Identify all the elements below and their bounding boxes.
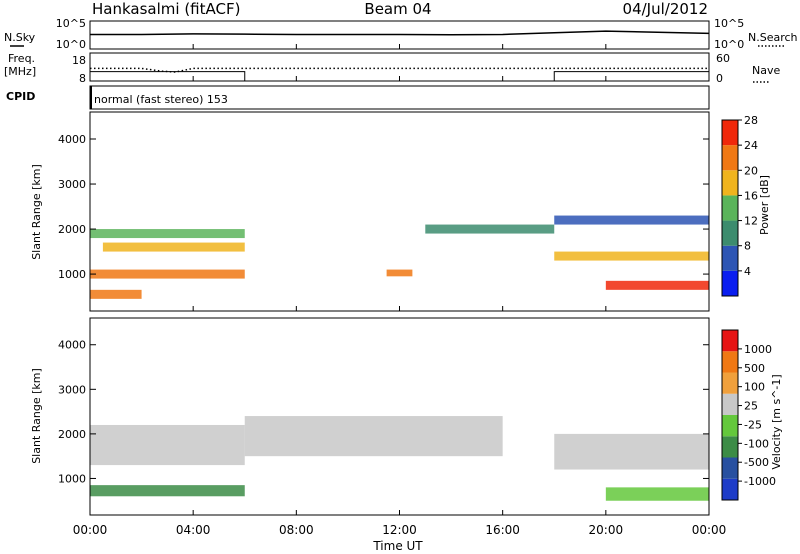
noise-tick-left-bottom: 10^0 bbox=[56, 38, 86, 51]
nave-label: Nave bbox=[752, 64, 780, 77]
velocity-region-0 bbox=[90, 485, 245, 497]
velocity-ylabel: Slant Range [km] bbox=[30, 368, 43, 464]
power-ytick-label-1: 2000 bbox=[58, 223, 86, 236]
noise-panel: N.Sky 10^5 10^0 10^5 10^0 N.Search bbox=[4, 17, 798, 51]
velocity-colorbar-segment-2 bbox=[722, 436, 738, 458]
velocity-colorbar-tick-label-2: 100 bbox=[744, 381, 765, 394]
power-colorbar-segment-1 bbox=[722, 245, 738, 271]
power-region-2 bbox=[102, 242, 245, 252]
cpid-label: CPID bbox=[6, 90, 35, 103]
velocity-colorbar-tick-label-3: 25 bbox=[744, 400, 758, 413]
frequency-panel: Freq. [MHz] 18 8 60 0 Nave bbox=[4, 52, 780, 85]
freq-label: Freq. bbox=[8, 52, 35, 65]
station-title: Hankasalmi (fitACF) bbox=[92, 0, 240, 18]
x-tick-label-1: 04:00 bbox=[176, 523, 211, 537]
velocity-colorbar-tick-label-4: -25 bbox=[744, 418, 762, 431]
freq-line bbox=[90, 67, 709, 73]
velocity-colorbar-frame bbox=[721, 329, 739, 501]
x-tick-label-0: 00:00 bbox=[73, 523, 108, 537]
nsearch-label: N.Search bbox=[748, 31, 798, 44]
velocity-region-3 bbox=[605, 487, 709, 501]
x-tick-label-4: 16:00 bbox=[485, 523, 520, 537]
velocity-colorbar-tick-label-5: -100 bbox=[744, 437, 769, 450]
power-colorbar-label: Power [dB] bbox=[758, 175, 771, 235]
power-colorbar-tick-label-1: 8 bbox=[744, 240, 751, 253]
power-colorbar-frame bbox=[721, 119, 739, 297]
power-colorbar-segment-6 bbox=[722, 120, 738, 146]
freq-tick-left-top: 18 bbox=[72, 54, 86, 67]
velocity-colorbar-segment-7 bbox=[722, 330, 738, 352]
time-x-axis: 00:00 04:00 08:00 12:00 16:00 20:00 00:00 bbox=[73, 44, 727, 537]
velocity-colorbar-segment-1 bbox=[722, 457, 738, 479]
velocity-colorbar-label: Velocity [m s^-1] bbox=[770, 374, 783, 469]
power-colorbar-tick-label-6: 28 bbox=[744, 114, 758, 127]
power-region-3 bbox=[90, 229, 245, 239]
power-y-axis: 1000 2000 3000 4000 bbox=[58, 133, 709, 281]
velocity-colorbar-segment-6 bbox=[722, 351, 738, 373]
power-region-1 bbox=[90, 289, 142, 299]
date-title: 04/Jul/2012 bbox=[623, 0, 708, 18]
velocity-colorbar-tick-label-1: 500 bbox=[744, 362, 765, 375]
power-region-7 bbox=[425, 224, 555, 234]
velocity-region-2 bbox=[554, 433, 709, 470]
power-panel: 1000 2000 3000 4000 Slant Range [km] 4 8 12 16… bbox=[30, 111, 771, 312]
noise-tick-right-bottom: 10^0 bbox=[714, 38, 744, 51]
nsky-label: N.Sky bbox=[4, 31, 36, 44]
noise-tick-right-top: 10^5 bbox=[714, 17, 744, 30]
velocity-ytick-label-1: 2000 bbox=[58, 428, 86, 441]
velocity-colorbar-tick-label-7: -1000 bbox=[744, 475, 776, 488]
velocity-ytick-label-0: 1000 bbox=[58, 472, 86, 485]
power-region-8 bbox=[386, 269, 413, 277]
power-colorbar-tick-label-4: 20 bbox=[744, 164, 758, 177]
power-colorbar-segment-3 bbox=[722, 195, 738, 221]
velocity-colorbar: 1000 500 100 25 -25 -100 -500 -1000 bbox=[721, 329, 776, 501]
power-region-0 bbox=[90, 269, 245, 279]
x-tick-label-3: 12:00 bbox=[382, 523, 417, 537]
power-colorbar-tick-label-3: 16 bbox=[744, 189, 758, 202]
freq-tick-right-top: 60 bbox=[716, 52, 730, 65]
noise-tick-left-top: 10^5 bbox=[56, 17, 86, 30]
power-colorbar-segment-2 bbox=[722, 220, 738, 246]
mode-text: normal (fast stereo) 153 bbox=[94, 93, 228, 106]
power-colorbar-segment-5 bbox=[722, 145, 738, 171]
cpid-panel: CPID normal (fast stereo) 153 bbox=[6, 85, 710, 110]
velocity-colorbar-segment-3 bbox=[722, 415, 738, 437]
power-colorbar: 4 8 12 16 20 24 28 bbox=[721, 114, 758, 297]
velocity-ytick-label-3: 4000 bbox=[58, 339, 86, 352]
velocity-y-axis: 1000 2000 3000 4000 bbox=[58, 339, 709, 485]
x-tick-label-2: 08:00 bbox=[279, 523, 314, 537]
velocity-region-1 bbox=[90, 424, 245, 466]
power-ylabel: Slant Range [km] bbox=[30, 164, 43, 260]
velocity-colorbar-tick-label-6: -500 bbox=[744, 456, 769, 469]
power-region-4 bbox=[554, 251, 709, 261]
velocity-colorbar-tick-label-0: 1000 bbox=[744, 343, 772, 356]
power-ytick-label-3: 4000 bbox=[58, 133, 86, 146]
freq-tick-right-bottom: 0 bbox=[716, 72, 723, 85]
velocity-ytick-label-2: 3000 bbox=[58, 383, 86, 396]
power-ytick-label-0: 1000 bbox=[58, 268, 86, 281]
power-region-6 bbox=[554, 215, 709, 225]
velocity-heatmap bbox=[90, 416, 709, 501]
power-colorbar-tick-label-2: 12 bbox=[744, 215, 758, 228]
x-tick-label-5: 20:00 bbox=[589, 523, 624, 537]
velocity-region-4 bbox=[244, 416, 503, 457]
velocity-colorbar-segment-0 bbox=[722, 478, 738, 500]
x-tick-label-6: 00:00 bbox=[692, 523, 727, 537]
power-ytick-label-2: 3000 bbox=[58, 178, 86, 191]
beam-title: Beam 04 bbox=[364, 0, 431, 18]
freq-tick-left-bottom: 8 bbox=[79, 72, 86, 85]
velocity-panel: 1000 2000 3000 4000 Slant Range [km] 1000 50… bbox=[30, 317, 783, 516]
power-colorbar-tick-label-0: 4 bbox=[744, 265, 751, 278]
velocity-colorbar-segment-4 bbox=[722, 393, 738, 415]
power-region-5 bbox=[605, 280, 709, 290]
power-colorbar-tick-label-5: 24 bbox=[744, 139, 758, 152]
power-colorbar-segment-4 bbox=[722, 170, 738, 196]
mhz-label: [MHz] bbox=[4, 65, 36, 78]
nsky-line bbox=[90, 30, 710, 36]
velocity-colorbar-segment-5 bbox=[722, 372, 738, 394]
noise-series bbox=[90, 30, 710, 36]
power-colorbar-segment-0 bbox=[722, 270, 738, 296]
x-axis-label: Time UT bbox=[372, 539, 423, 553]
power-heatmap bbox=[90, 215, 709, 299]
